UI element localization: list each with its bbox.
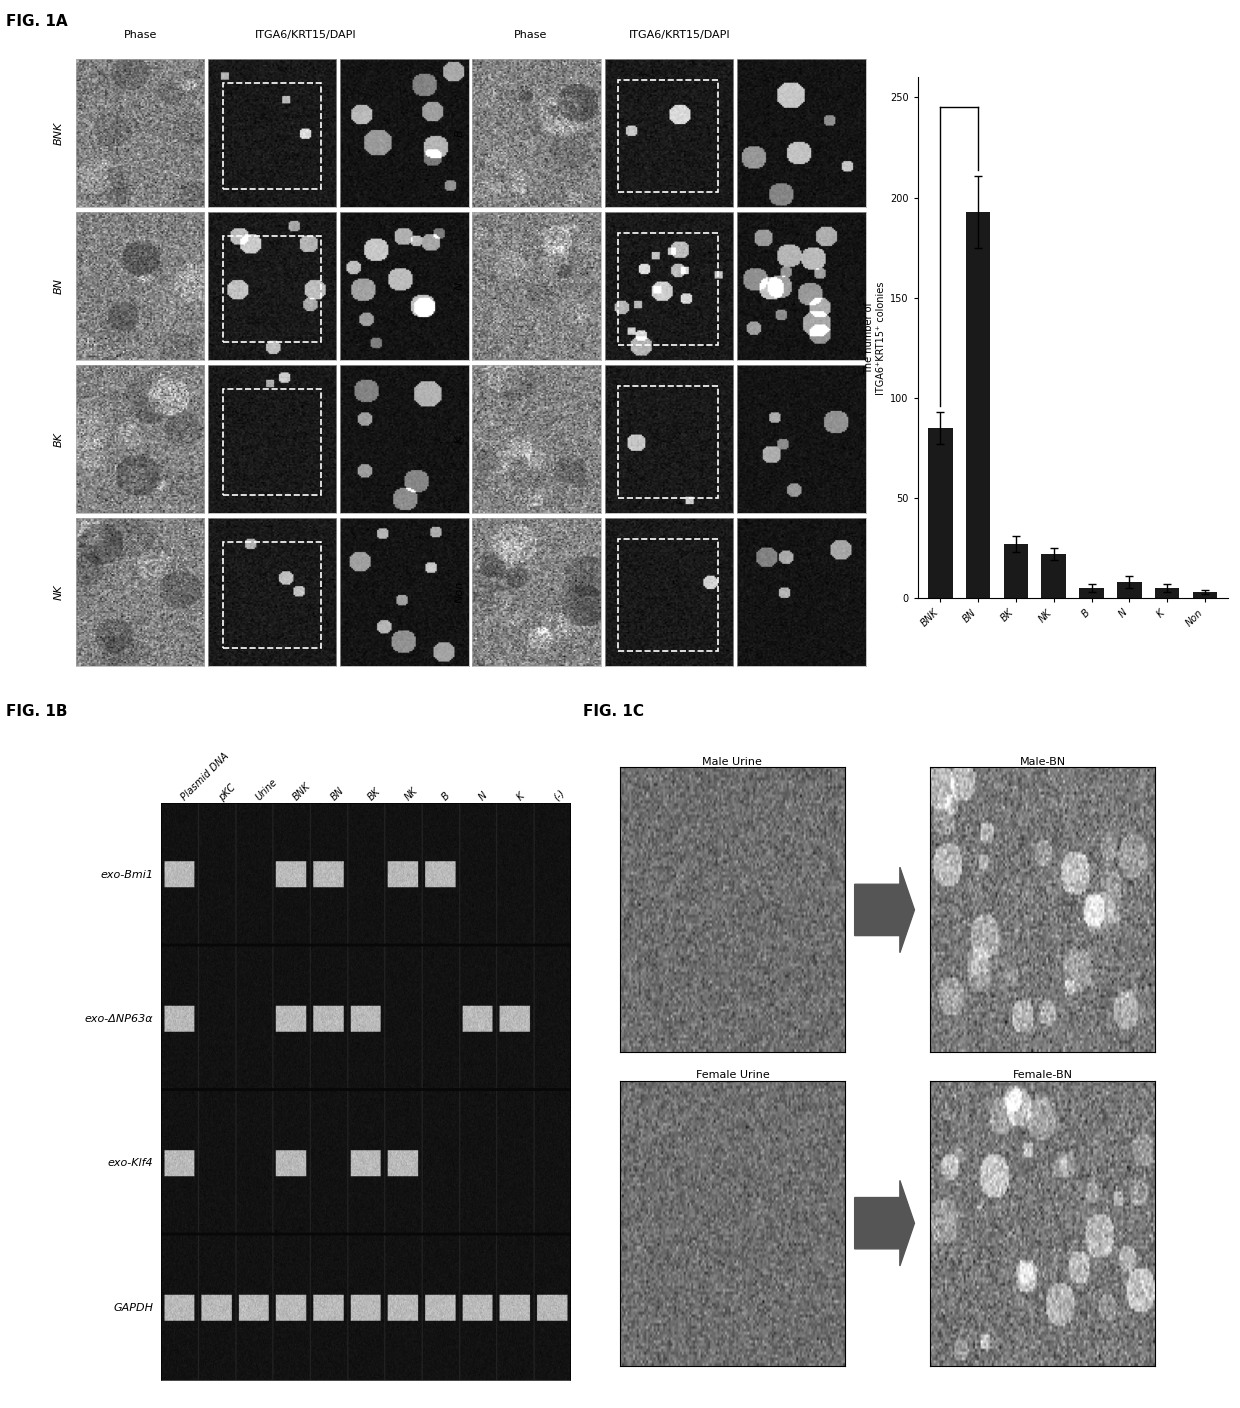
Text: N: N <box>477 790 490 803</box>
Text: K: K <box>455 435 465 442</box>
Text: BK: BK <box>366 786 382 803</box>
Text: BNK: BNK <box>55 121 64 145</box>
Text: Non: Non <box>455 582 465 603</box>
Text: pKC: pKC <box>217 781 238 803</box>
Bar <box>618 80 718 191</box>
Text: BK: BK <box>55 432 64 446</box>
Bar <box>1003 545 1028 598</box>
Bar <box>1193 593 1218 598</box>
Text: NK: NK <box>55 584 64 600</box>
Bar <box>966 211 991 598</box>
Text: Plasmid DNA: Plasmid DNA <box>180 750 231 803</box>
Text: K: K <box>515 791 526 803</box>
Title: Male Urine: Male Urine <box>703 756 763 766</box>
Text: Urine: Urine <box>254 777 280 803</box>
Text: BN: BN <box>329 786 346 803</box>
Y-axis label: The number of
ITGA6⁺KRT15⁺ colonies: The number of ITGA6⁺KRT15⁺ colonies <box>864 282 885 394</box>
Text: (-): (-) <box>552 787 567 803</box>
Text: exo-Bmi1: exo-Bmi1 <box>100 870 153 880</box>
Bar <box>1042 555 1066 598</box>
Text: exo-ΔNP63α: exo-ΔNP63α <box>84 1014 153 1024</box>
Bar <box>223 83 321 189</box>
Text: FIG. 1B: FIG. 1B <box>6 704 68 719</box>
Bar <box>223 542 321 648</box>
Bar <box>1154 589 1179 598</box>
FancyArrow shape <box>854 1180 914 1266</box>
Text: BN: BN <box>55 277 64 294</box>
Text: Phase: Phase <box>124 30 157 41</box>
Bar <box>223 389 321 496</box>
Text: FIG. 1A: FIG. 1A <box>6 14 68 30</box>
Text: N: N <box>455 282 465 290</box>
Text: FIG. 1C: FIG. 1C <box>583 704 644 719</box>
Text: B: B <box>455 130 465 137</box>
Title: Female Urine: Female Urine <box>696 1070 769 1080</box>
Text: Phase: Phase <box>515 30 547 41</box>
Bar <box>618 539 718 652</box>
Text: GAPDH: GAPDH <box>113 1302 153 1312</box>
Title: Male-BN: Male-BN <box>1019 756 1065 766</box>
Text: exo-Klf4: exo-Klf4 <box>108 1159 153 1169</box>
Text: ITGA6/KRT15/DAPI: ITGA6/KRT15/DAPI <box>629 30 730 41</box>
Bar <box>1079 589 1104 598</box>
Text: B: B <box>440 791 453 803</box>
Text: ITGA6/KRT15/DAPI: ITGA6/KRT15/DAPI <box>255 30 357 41</box>
Bar <box>618 232 718 345</box>
Bar <box>1117 583 1142 598</box>
Bar <box>928 428 952 598</box>
Text: NK: NK <box>403 786 419 803</box>
Bar <box>223 237 321 342</box>
Bar <box>618 386 718 498</box>
Title: Female-BN: Female-BN <box>1013 1070 1073 1080</box>
FancyArrow shape <box>854 867 914 953</box>
Text: BNK: BNK <box>291 781 312 803</box>
